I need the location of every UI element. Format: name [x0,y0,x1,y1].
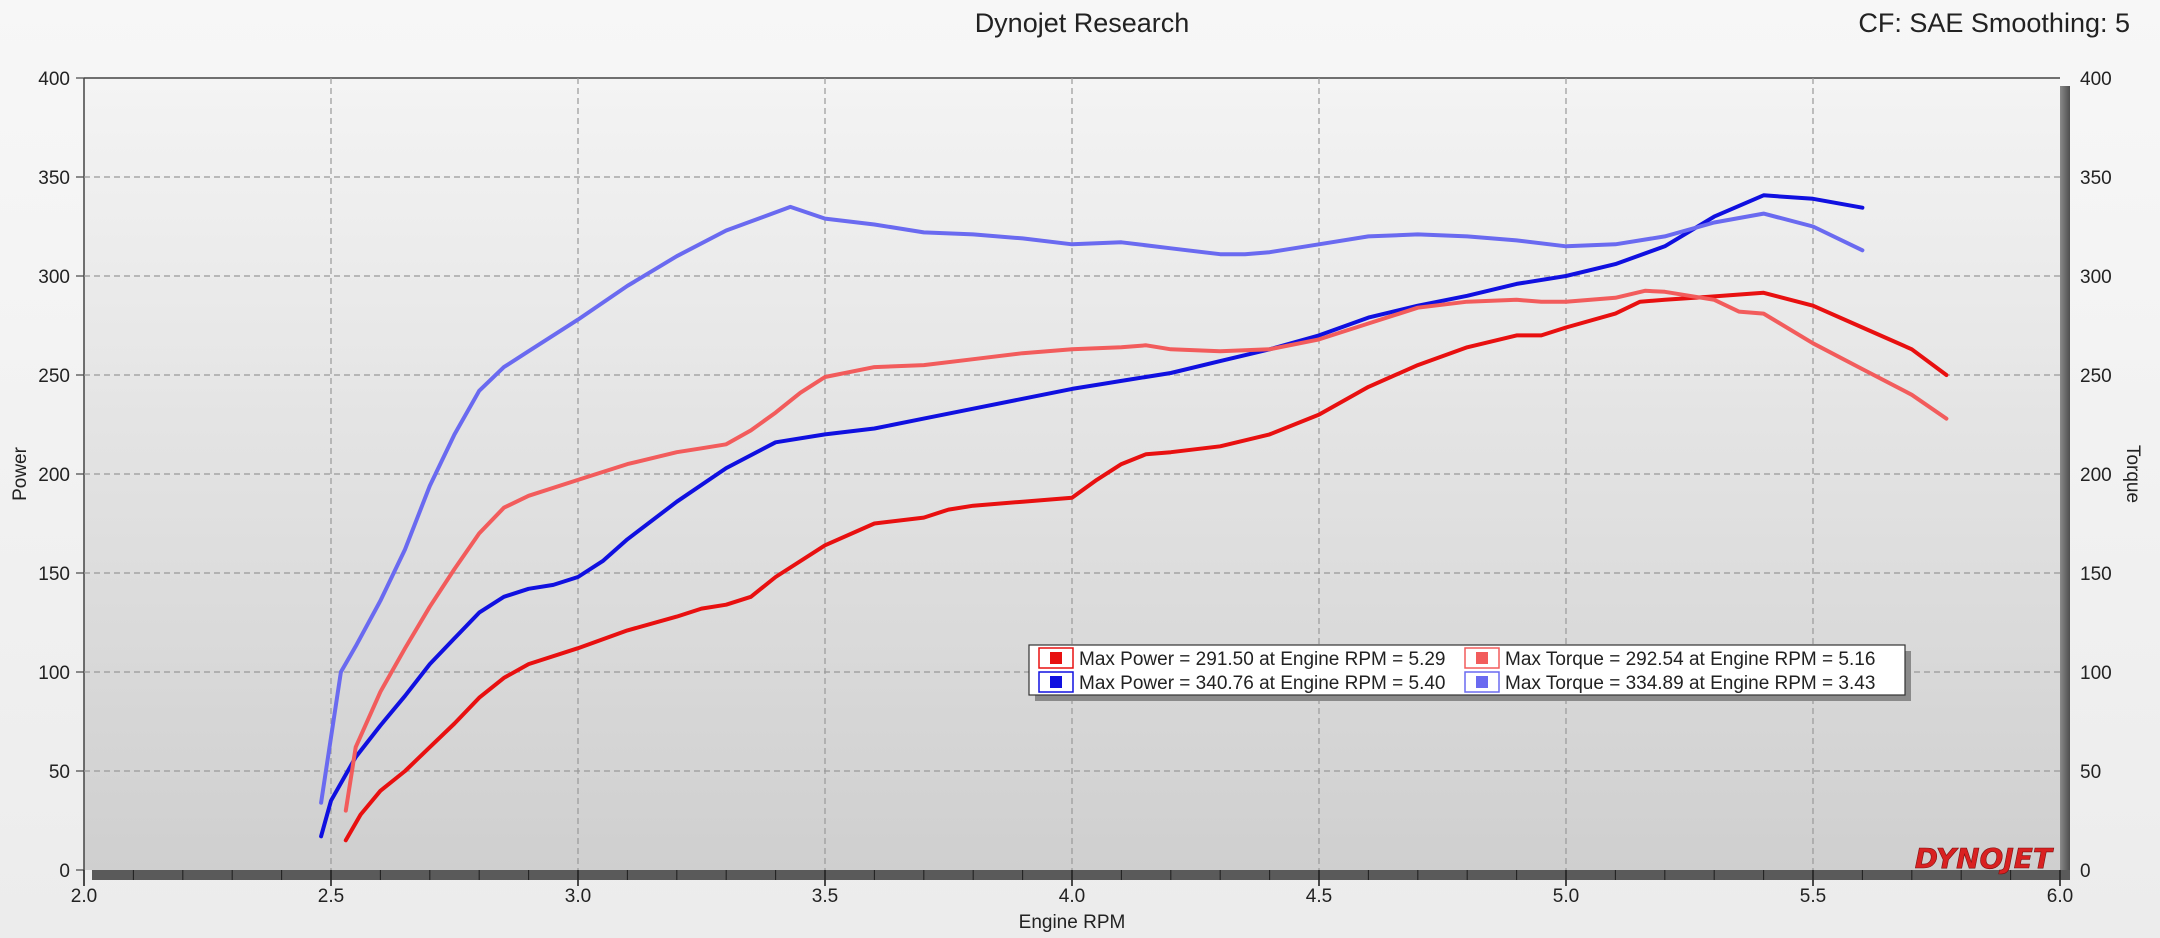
ticks: 0 0 50 50 100 100 150 150 200 200 250 250 300 300 350 3… [38,69,2111,907]
x-tick-label: 4.5 [1306,886,1332,907]
x-tick-label: 2.5 [318,886,344,907]
y-tick-label: 200 [38,465,70,486]
y-tick-label: 50 [49,762,70,783]
y2-tick-label: 250 [2080,366,2112,387]
y2-tick-label: 300 [2080,267,2112,288]
x-tick-label: 3.0 [565,886,591,907]
y-tick-label: 150 [38,564,70,585]
y2-tick-label: 150 [2080,564,2112,585]
legend-entry-label: Max Torque = 334.89 at Engine RPM = 3.43 [1505,673,1875,694]
legend-entry-label: Max Torque = 292.54 at Engine RPM = 5.16 [1505,649,1875,670]
legend-entry-label: Max Power = 340.76 at Engine RPM = 5.40 [1079,673,1446,694]
series-line-2 [319,193,1865,839]
x-tick-label: 5.0 [1553,886,1579,907]
y-axis-title: Power [10,446,31,501]
chart-subtitle: CF: SAE Smoothing: 5 [1858,8,2130,38]
series-group [319,193,1949,843]
y-tick-label: 0 [59,861,70,882]
y2-tick-label: 100 [2080,663,2112,684]
x-tick-label: 5.5 [1800,886,1826,907]
legend-swatch [1050,652,1062,664]
y2-tick-label: 0 [2080,861,2091,882]
bottom-frame [92,870,2070,880]
grid [84,78,2060,870]
legend-entry-label: Max Power = 291.50 at Engine RPM = 5.29 [1079,649,1446,670]
y2-tick-label: 50 [2080,762,2101,783]
y-tick-label: 300 [38,267,70,288]
series-line-4 [319,204,1865,805]
legend-swatch [1476,652,1488,664]
dynojet-logo: DYNOJET [1915,842,2054,875]
series-line-1 [343,290,1949,843]
right-frame [2060,86,2070,876]
legend-swatch [1476,676,1488,688]
y-tick-label: 250 [38,366,70,387]
legend: Max Power = 291.50 at Engine RPM = 5.29 M… [1028,644,1911,701]
x-tick-label: 3.5 [812,886,838,907]
y2-tick-label: 350 [2080,168,2112,189]
y2-axis-title: Torque [2122,445,2143,503]
x-tick-label: 6.0 [2047,886,2073,907]
y2-tick-label: 400 [2080,69,2112,90]
y-tick-label: 100 [38,663,70,684]
series-line-3 [343,288,1949,813]
y2-tick-label: 200 [2080,465,2112,486]
x-tick-label: 4.0 [1059,886,1085,907]
x-tick-label: 2.0 [71,886,97,907]
x-axis-title: Engine RPM [1019,912,1126,933]
chart-title: Dynojet Research [975,8,1190,38]
y-tick-label: 350 [38,168,70,189]
legend-swatch [1050,676,1062,688]
y-tick-label: 400 [38,69,70,90]
